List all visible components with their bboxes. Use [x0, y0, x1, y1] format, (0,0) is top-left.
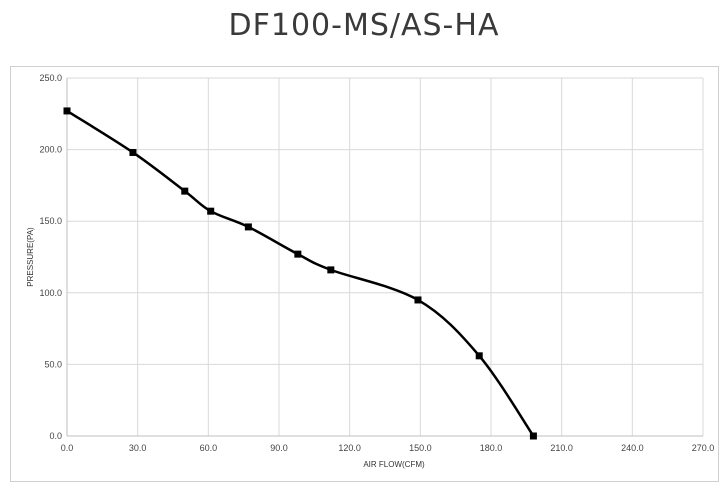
x-tick-label: 90.0	[270, 443, 288, 453]
x-tick-label: 240.0	[621, 443, 644, 453]
data-point	[129, 148, 137, 156]
chart-frame	[10, 66, 719, 482]
data-point	[529, 432, 537, 440]
y-tick-label: 150.0	[39, 216, 62, 226]
data-point	[475, 352, 483, 360]
x-tick-label: 120.0	[338, 443, 361, 453]
marker-layer	[63, 107, 537, 440]
x-tick-label: 60.0	[200, 443, 218, 453]
data-point	[63, 107, 71, 115]
y-tick-label: 250.0	[39, 73, 62, 83]
data-point	[244, 223, 252, 231]
data-point	[414, 296, 422, 304]
data-point	[327, 266, 335, 274]
x-tick-label: 30.0	[129, 443, 147, 453]
y-tick-label: 100.0	[39, 288, 62, 298]
chart-title: DF100-MS/AS-HA	[228, 8, 500, 43]
y-tick-label: 50.0	[44, 359, 62, 369]
x-tick-label: 270.0	[692, 443, 715, 453]
data-point	[207, 207, 215, 215]
tick-labels: 0.0 30.0 60.0 90.0 120.0 150.0 180.0 210.0 240.0…	[39, 73, 714, 453]
x-tick-label: 210.0	[550, 443, 573, 453]
y-axis-title: PRESSURE(PA)	[26, 227, 35, 287]
axis-layer	[66, 78, 703, 437]
x-tick-label: 180.0	[480, 443, 503, 453]
data-point	[181, 187, 189, 195]
series-line	[66, 109, 535, 437]
x-tick-label: 150.0	[409, 443, 432, 453]
x-axis-title: AIR FLOW(CFM)	[363, 460, 425, 469]
y-tick-label: 200.0	[39, 145, 62, 155]
data-point	[294, 250, 302, 258]
y-tick-label: 0.0	[49, 431, 62, 441]
series-layer	[66, 109, 535, 437]
x-tick-label: 0.0	[61, 443, 74, 453]
grid-layer	[67, 77, 704, 436]
